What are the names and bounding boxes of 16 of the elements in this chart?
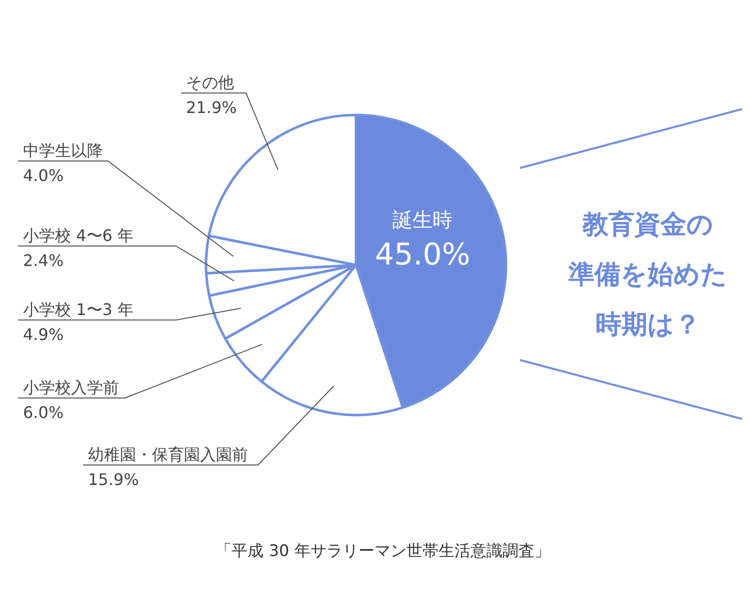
data-label: 45.0%: [375, 237, 470, 272]
slice-label: 小学校 4〜6 年: [23, 226, 134, 245]
data-label: 15.9%: [88, 470, 139, 489]
slice-label: 小学校入学前: [23, 378, 119, 397]
slice-label: その他: [186, 73, 234, 92]
slice-label: 中学生以降: [23, 141, 103, 160]
slice-label: 誕生時: [392, 207, 453, 232]
slice-label: 小学校 1〜3 年: [23, 300, 134, 319]
data-label: 6.0%: [23, 403, 64, 422]
data-label: 4.0%: [23, 166, 64, 185]
text: 「平成 30 年サラリーマン世帯生活意識調査」: [216, 541, 550, 560]
data-label: 21.9%: [186, 98, 237, 117]
text: 教育資金の準備を始めた時期は？: [568, 209, 728, 340]
data-label: 4.9%: [23, 325, 64, 344]
data-label: 2.4%: [23, 251, 64, 270]
slice-label: 幼稚園・保育園入園前: [88, 445, 248, 464]
